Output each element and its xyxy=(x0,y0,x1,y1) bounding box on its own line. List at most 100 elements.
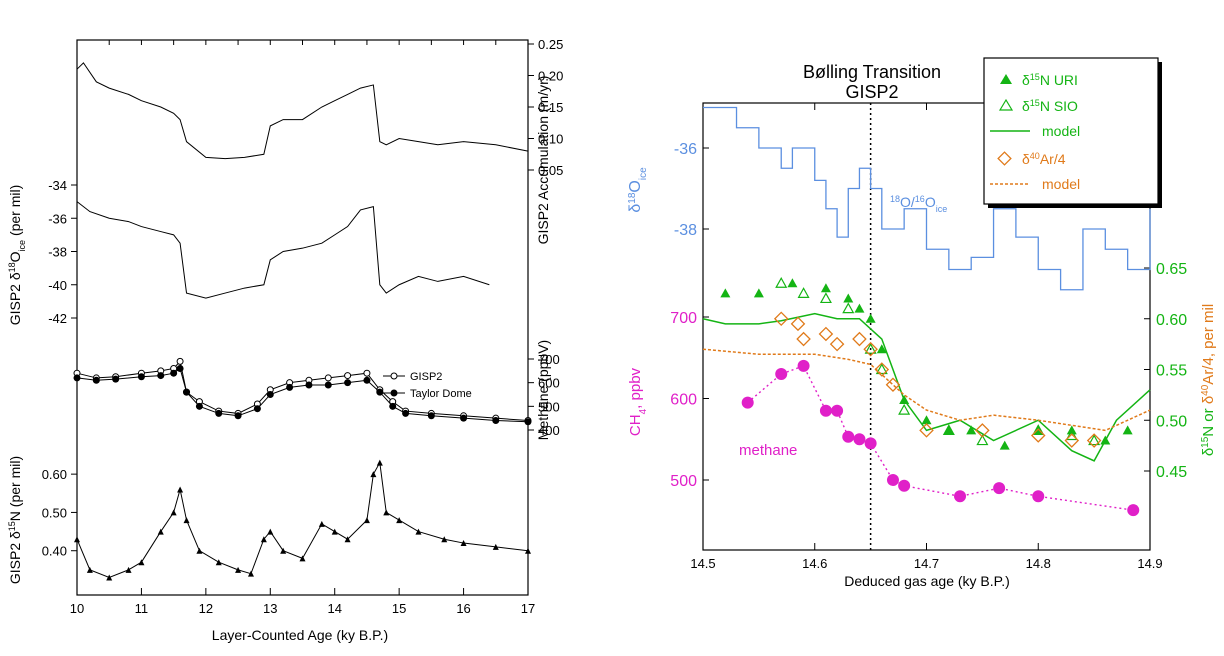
d15n-sio-point xyxy=(1088,434,1101,446)
d40ar-point xyxy=(919,423,934,438)
accumulation-line xyxy=(76,62,529,160)
d15n-uri-point xyxy=(999,440,1010,450)
right-x-tick-label: 14.9 xyxy=(1137,556,1162,571)
d15n-sio-point xyxy=(976,434,989,446)
legend-sio-marker xyxy=(998,98,1014,111)
d15n-point xyxy=(86,566,93,573)
d15n-point xyxy=(363,517,370,524)
right-legend-shadow-right xyxy=(1158,62,1162,208)
d18o-stair-line xyxy=(703,106,1151,291)
d15n-sio-point xyxy=(1065,429,1078,441)
d15n-sio-point xyxy=(864,342,877,354)
taylor-point xyxy=(195,402,203,410)
left-x-tick-label: 12 xyxy=(199,601,213,616)
d15n-point xyxy=(299,555,306,562)
right-d15n-tick-label: 0.50 xyxy=(1156,413,1187,430)
left-x-axis: 10 11 12 13 14 15 16 17 xyxy=(70,40,535,616)
right-ch4-axis-label: CH4, ppbv xyxy=(627,367,649,436)
d40ar-point xyxy=(773,311,789,327)
left-series-group xyxy=(73,62,532,581)
d15n-point xyxy=(460,540,467,547)
left-plot-frame xyxy=(76,39,529,596)
d18O-y-tick-label: -34 xyxy=(48,178,67,193)
taylor-point xyxy=(344,379,352,387)
right-ch4-tick-label: 500 xyxy=(670,473,697,490)
d18o-axis-label: GISP2 δ18Oice (per mil) xyxy=(7,185,27,326)
d18O-y-tick-label: -40 xyxy=(48,278,67,293)
d15N-line xyxy=(76,461,529,579)
right-x-tick-label: 14.6 xyxy=(802,556,827,571)
methane-legend: GISP2 Taylor Dome xyxy=(383,371,472,400)
right-d18o-axis-label: δ18Oice xyxy=(627,167,649,213)
d15n-point xyxy=(260,536,267,543)
methane-point xyxy=(993,482,1006,495)
right-ch4-tick-label: 700 xyxy=(670,310,697,327)
taylor-point xyxy=(92,376,100,384)
gisp2-point xyxy=(324,374,332,382)
d40ar-point xyxy=(852,331,867,347)
model-ar-line xyxy=(702,348,1151,432)
legend-gisp2-label: GISP2 xyxy=(410,371,442,383)
methane-y-tick-label: 400 xyxy=(538,423,560,438)
d40ar-point xyxy=(885,377,901,393)
d15n-uri-point xyxy=(854,303,865,313)
d15N-y-tick-label: 0.50 xyxy=(42,505,67,520)
d15n-point xyxy=(74,536,80,543)
methane-point xyxy=(864,437,877,450)
accumulation-y-tick-label: 0.05 xyxy=(538,163,563,178)
methane-point xyxy=(775,368,788,381)
annotation-methane: methane xyxy=(739,442,797,459)
methane-point xyxy=(819,404,832,417)
taylor-point xyxy=(170,369,178,377)
d15n-uri-point xyxy=(753,288,764,298)
left-x-tick-label: 16 xyxy=(456,601,470,616)
left-x-tick-label: 11 xyxy=(135,601,149,616)
methane-point xyxy=(842,430,855,443)
right-d18o-tick-label: -36 xyxy=(674,141,697,158)
accumulation-y-tick-label: 0.20 xyxy=(538,69,563,84)
d15n-uri-point xyxy=(921,415,932,425)
taylor-point xyxy=(266,391,274,398)
d15n-point xyxy=(106,574,113,581)
methane-y-tick-label: 500 xyxy=(538,399,560,414)
right-ch4-tick-label: 600 xyxy=(670,392,697,409)
taylor-point xyxy=(363,376,371,384)
taylor-point xyxy=(176,364,184,372)
accumulation-y-tick-label: 0.15 xyxy=(538,100,563,115)
taylor-point xyxy=(389,402,397,410)
d15n-point xyxy=(247,570,254,577)
methane-point xyxy=(741,396,754,409)
left-subplot-axes: 0.25 0.20 0.15 0.10 0.05 -34 -36 -38 -40 -42 700 60… xyxy=(42,37,564,559)
right-x-tick-label: 14.8 xyxy=(1026,556,1051,571)
d15n-sio-point xyxy=(1032,424,1045,435)
d15n-point xyxy=(415,528,422,535)
taylor-point xyxy=(234,412,242,420)
gisp2-point xyxy=(363,369,371,377)
d40ar-point xyxy=(829,336,845,352)
legend-model-ar-label: model xyxy=(1042,176,1080,192)
d15n-sio-point xyxy=(775,276,788,288)
taylor-point xyxy=(460,414,468,422)
d40ar-point xyxy=(1064,433,1080,448)
right-subtitle: GISP2 xyxy=(845,82,898,102)
taylor-point xyxy=(286,383,294,391)
d15n-uri-point xyxy=(876,344,887,354)
d15n-point xyxy=(492,543,499,550)
right-legend-shadow-bottom xyxy=(988,204,1162,208)
right-d15n-tick-label: 0.60 xyxy=(1156,312,1187,329)
d15n-uri-point xyxy=(787,278,798,288)
d15n-point xyxy=(177,486,184,493)
d15N-y-tick-label: 0.40 xyxy=(42,544,67,559)
left-x-tick-label: 10 xyxy=(70,601,84,616)
d18O-y-tick-label: -36 xyxy=(48,211,67,226)
d15n-uri-point xyxy=(820,283,831,293)
d15n-point xyxy=(125,566,132,573)
legend-taylor-label: Taylor Dome xyxy=(410,388,472,400)
left-x-tick-label: 14 xyxy=(327,601,341,616)
methane-point xyxy=(1127,504,1140,517)
right-d15n-tick-label: 0.65 xyxy=(1156,261,1187,278)
d15n-sio-point xyxy=(819,292,832,304)
taylor-point xyxy=(492,417,500,425)
